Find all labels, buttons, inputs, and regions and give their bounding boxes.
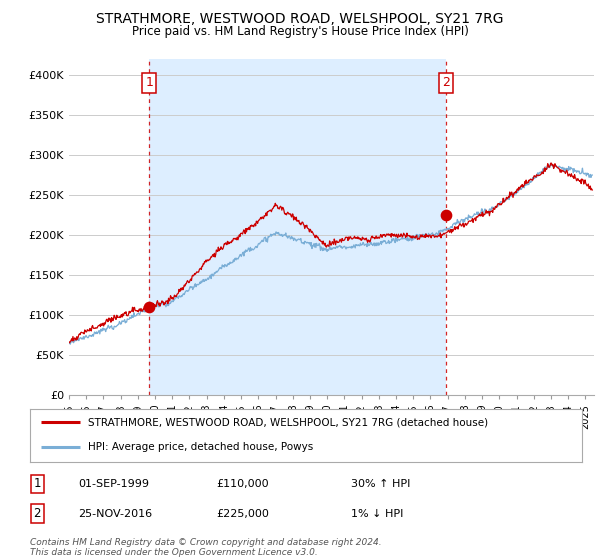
Text: 1% ↓ HPI: 1% ↓ HPI: [351, 508, 403, 519]
Text: STRATHMORE, WESTWOOD ROAD, WELSHPOOL, SY21 7RG: STRATHMORE, WESTWOOD ROAD, WELSHPOOL, SY…: [96, 12, 504, 26]
Bar: [149, 59, 446, 395]
Text: STRATHMORE, WESTWOOD ROAD, WELSHPOOL, SY21 7RG (detached house): STRATHMORE, WESTWOOD ROAD, WELSHPOOL, SY…: [88, 417, 488, 427]
Text: £225,000: £225,000: [216, 508, 269, 519]
Text: 1: 1: [34, 477, 41, 491]
Text: 25-NOV-2016: 25-NOV-2016: [78, 508, 152, 519]
Point: [145, 302, 154, 311]
Text: Contains HM Land Registry data © Crown copyright and database right 2024.
This d: Contains HM Land Registry data © Crown c…: [30, 538, 382, 557]
Text: 2: 2: [442, 76, 450, 90]
Text: 01-SEP-1999: 01-SEP-1999: [78, 479, 149, 489]
Text: £110,000: £110,000: [216, 479, 269, 489]
Text: HPI: Average price, detached house, Powys: HPI: Average price, detached house, Powy…: [88, 442, 313, 452]
Text: Price paid vs. HM Land Registry's House Price Index (HPI): Price paid vs. HM Land Registry's House …: [131, 25, 469, 38]
Text: 1: 1: [145, 76, 154, 90]
Text: 2: 2: [34, 507, 41, 520]
Text: 30% ↑ HPI: 30% ↑ HPI: [351, 479, 410, 489]
Point: [441, 211, 451, 220]
